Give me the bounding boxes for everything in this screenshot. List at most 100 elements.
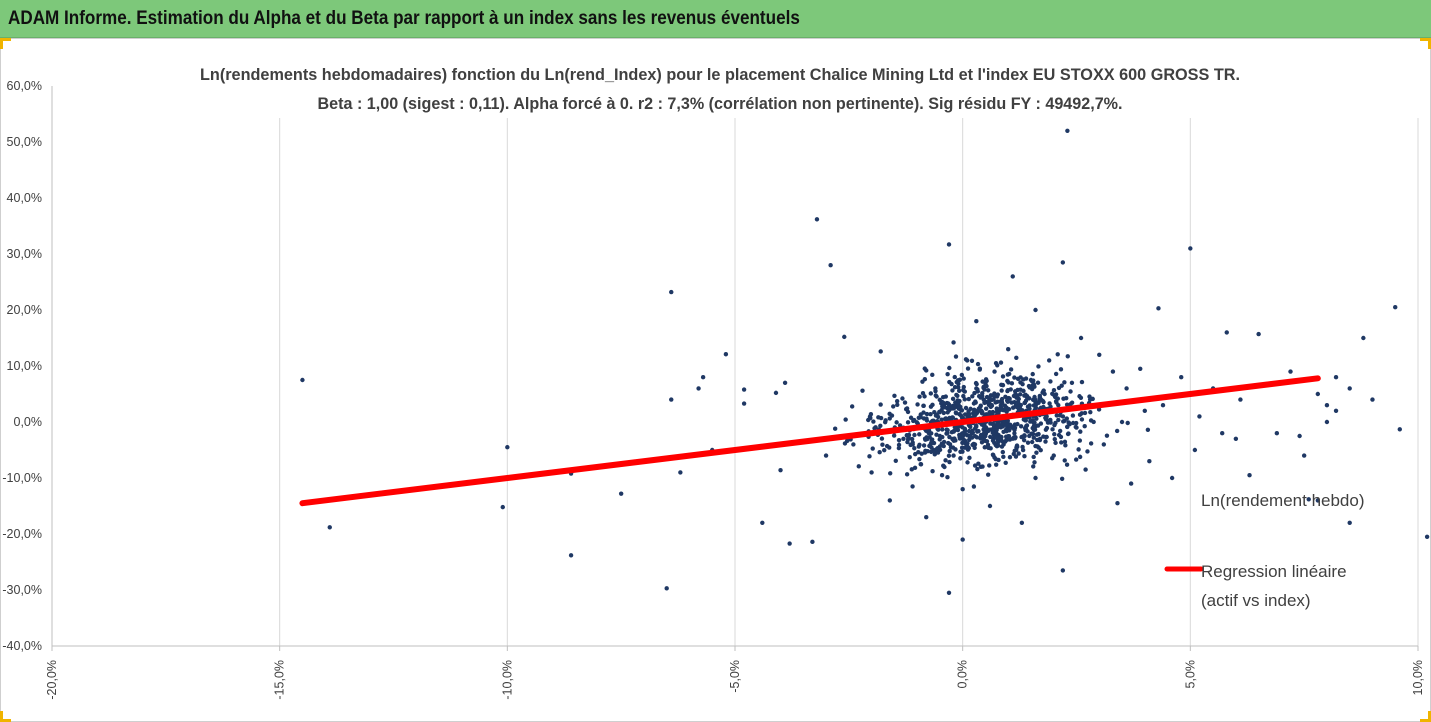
data-point — [1288, 369, 1293, 374]
data-point — [965, 444, 970, 449]
data-point — [960, 487, 965, 492]
data-point — [931, 418, 936, 423]
data-point — [943, 458, 948, 463]
data-point — [993, 462, 999, 467]
chart-title-line-2: Beta : 1,00 (sigest : 0,11). Alpha forcé… — [318, 95, 1123, 113]
data-point — [1333, 408, 1339, 413]
data-point — [928, 391, 934, 396]
data-point — [945, 474, 950, 480]
data-point — [979, 440, 985, 445]
data-point — [982, 445, 987, 450]
legend-label-regression-1: Regression linéaire — [1201, 562, 1347, 581]
data-point — [618, 491, 624, 496]
data-point — [871, 419, 876, 424]
data-point — [1060, 414, 1066, 419]
data-point — [901, 436, 906, 441]
gridlines — [279, 118, 1419, 646]
data-point — [900, 396, 905, 401]
data-point — [1036, 364, 1041, 369]
data-point — [975, 361, 981, 367]
data-point — [1233, 436, 1239, 441]
data-point — [968, 424, 973, 430]
data-point — [987, 503, 993, 509]
data-point — [887, 411, 892, 417]
data-point — [932, 452, 937, 457]
data-point — [910, 442, 915, 447]
data-point — [327, 525, 332, 530]
data-point — [1188, 246, 1193, 251]
data-point — [950, 396, 956, 402]
data-point — [998, 360, 1004, 365]
data-point — [894, 420, 899, 425]
data-point — [982, 412, 987, 417]
frame-corner-bottom-right — [1420, 711, 1431, 722]
data-point — [1011, 451, 1016, 457]
x-tick-label: 0,0% — [956, 660, 970, 689]
data-point — [996, 422, 1001, 428]
data-point — [869, 470, 874, 475]
data-point — [1022, 400, 1027, 406]
data-point — [1017, 392, 1023, 397]
axes — [51, 86, 1419, 651]
data-point — [1030, 431, 1036, 437]
data-point — [930, 468, 935, 474]
data-point — [923, 448, 928, 453]
data-point — [832, 426, 838, 431]
data-point — [907, 454, 912, 460]
data-point — [1078, 429, 1083, 434]
data-point — [1020, 444, 1025, 450]
data-point — [1024, 423, 1030, 428]
data-point — [1012, 431, 1017, 436]
y-tick-label: 30,0% — [7, 247, 42, 261]
data-point — [1083, 467, 1088, 472]
data-point — [974, 381, 979, 387]
data-point — [1220, 431, 1225, 436]
data-point — [992, 369, 997, 374]
data-point — [1053, 440, 1058, 446]
data-point — [972, 463, 978, 468]
data-point — [891, 433, 897, 438]
data-point — [1031, 423, 1037, 429]
data-point — [904, 472, 910, 477]
data-point — [947, 459, 952, 465]
data-point — [1019, 520, 1025, 525]
data-point — [963, 357, 969, 362]
data-point — [1010, 274, 1015, 279]
data-point — [917, 432, 922, 437]
data-point — [1034, 450, 1039, 455]
data-point — [1052, 432, 1057, 437]
data-point — [983, 406, 989, 411]
data-point — [945, 430, 950, 436]
data-point — [1031, 420, 1036, 425]
data-point — [1073, 420, 1079, 426]
data-point — [1032, 460, 1037, 465]
data-point — [891, 404, 896, 409]
data-point — [883, 418, 888, 423]
data-point — [1007, 423, 1012, 428]
data-point — [1224, 330, 1229, 335]
data-point — [1009, 400, 1014, 405]
x-tick-label: -10,0% — [500, 660, 514, 700]
data-point — [849, 404, 855, 409]
data-point — [1062, 380, 1067, 385]
data-point — [1015, 399, 1021, 405]
data-point — [1062, 458, 1067, 463]
data-point — [1005, 418, 1011, 424]
data-point — [987, 410, 992, 415]
data-point — [893, 458, 898, 463]
data-point — [1056, 432, 1062, 438]
data-point — [1058, 367, 1064, 372]
data-point — [1015, 421, 1020, 427]
data-point — [1030, 371, 1035, 377]
data-point — [1324, 419, 1330, 425]
data-point — [956, 388, 962, 394]
data-point — [892, 393, 897, 398]
y-tick-labels: 60,0% 50,0% 40,0% 30,0% 20,0% 10,0% 0,0% -10,0%… — [2, 79, 42, 653]
data-point — [946, 590, 952, 595]
data-point — [1037, 437, 1043, 443]
data-point — [909, 436, 915, 442]
data-point — [909, 467, 914, 472]
x-tick-label: 5,0% — [1183, 660, 1197, 689]
data-point — [981, 430, 987, 436]
data-point — [1000, 382, 1006, 388]
